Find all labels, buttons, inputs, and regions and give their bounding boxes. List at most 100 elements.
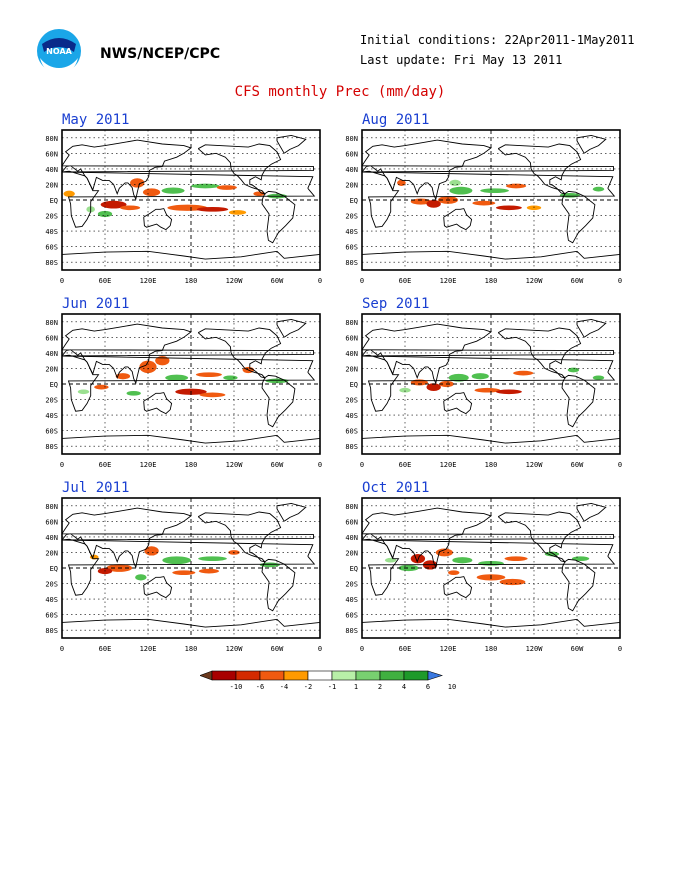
lat-tick-label: 60N [345, 334, 358, 342]
map-may [61, 129, 321, 271]
lon-tick-label: 120W [526, 277, 544, 285]
lat-tick-label: EQ [50, 565, 58, 573]
lat-tick-label: 40N [45, 350, 58, 358]
anomaly-wet [97, 210, 113, 218]
lon-tick-label: 60W [571, 645, 584, 653]
colorbar-box [283, 670, 309, 681]
colorbar-label: -1 [328, 683, 336, 691]
panel-title: May 2011 [62, 112, 130, 128]
anomaly-wet [161, 187, 185, 194]
lat-tick-label: 60N [45, 150, 58, 158]
anomaly-wet [135, 574, 147, 581]
lat-axis: 80N 60N 40N 20N EQ 20S 40S 60S 80S [45, 503, 58, 635]
anomaly-dry [499, 578, 526, 586]
coastline [261, 190, 296, 244]
map-aug [361, 129, 621, 271]
coastline [276, 134, 307, 154]
lon-tick-label: 0 [318, 461, 322, 469]
panel-title: Aug 2011 [362, 112, 430, 128]
lat-tick-label: 20S [345, 397, 358, 405]
anomaly-dry [196, 372, 222, 377]
coastline [61, 507, 314, 569]
anomaly-dry [216, 185, 237, 190]
map-frame [361, 497, 621, 639]
coastline [143, 392, 173, 415]
coastline [261, 374, 296, 428]
anomaly-wet [449, 186, 473, 195]
precip-anomalies [63, 178, 288, 218]
initial-conditions: Initial conditions: 22Apr2011-1May2011 [360, 33, 635, 47]
coastline [497, 327, 582, 379]
coastline [497, 143, 582, 195]
coastline [361, 139, 614, 201]
lat-tick-label: 20S [45, 213, 58, 221]
panel-jun: Jun 2011 80N 60N 40N 20N EQ 20S 40S 60S 80S 0 60E 12… [45, 296, 322, 469]
coastline [443, 208, 473, 231]
lon-tick-label: 180 [185, 461, 198, 469]
anomaly-strong_dry [410, 554, 426, 564]
lon-tick-label: 120W [226, 277, 244, 285]
lon-tick-label: 0 [360, 277, 364, 285]
lat-tick-label: 20S [345, 581, 358, 589]
panel-title: Sep 2011 [362, 296, 430, 312]
anomaly-dry [199, 392, 226, 398]
lat-tick-label: 60N [345, 150, 358, 158]
colorbar-arrow-left [200, 670, 213, 681]
grid [62, 498, 320, 638]
colorbar-label: 4 [402, 683, 406, 691]
lon-tick-label: 0 [60, 645, 64, 653]
organization-name: NWS/NCEP/CPC [100, 46, 221, 62]
map-frame [61, 129, 321, 271]
lat-tick-label: 80S [45, 627, 58, 635]
panel-sep: Sep 2011 80N 60N 40N 20N EQ 20S 40S 60S 80S 0 60E 12… [345, 296, 622, 469]
anomaly-weak_dry [63, 190, 75, 197]
lat-tick-label: 60N [45, 334, 58, 342]
lat-tick-label: 60S [45, 428, 58, 436]
anomaly-dry [139, 360, 157, 374]
anomaly-wet [223, 375, 238, 381]
anomaly-wet [448, 373, 469, 382]
anomaly-weak_wet [77, 389, 90, 395]
lat-tick-label: 60N [345, 518, 358, 526]
panel-oct: Oct 2011 80N 60N 40N 20N EQ 20S 40S 60S 80S 0 60E 12… [345, 480, 622, 653]
coastline [143, 208, 173, 231]
lon-tick-label: 120W [526, 645, 544, 653]
anomaly-strong_dry [496, 205, 522, 211]
lat-tick-label: 60N [45, 518, 58, 526]
anomaly-wet [126, 391, 141, 396]
lat-tick-label: 80N [345, 319, 358, 327]
page-title: CFS monthly Prec (mm/day) [234, 84, 446, 100]
lat-tick-label: 20N [345, 549, 358, 557]
lat-tick-label: 80N [345, 503, 358, 511]
coastline [361, 354, 616, 412]
lon-tick-label: 120E [140, 645, 157, 653]
coastline [361, 538, 616, 596]
lon-tick-label: 0 [318, 277, 322, 285]
anomaly-wet [162, 556, 191, 565]
panel-aug: Aug 2011 80N 60N 40N 20N EQ 20S 40S 60S 80S 0 60E 12… [345, 112, 622, 285]
lon-tick-label: 60E [99, 645, 112, 653]
colorbar-box [331, 670, 357, 681]
anomaly-strong_dry [196, 207, 229, 212]
lat-tick-label: 40N [345, 350, 358, 358]
lat-tick-label: EQ [350, 381, 358, 389]
anomaly-dry [142, 188, 161, 197]
anomaly-wet [165, 374, 189, 381]
lon-tick-label: 0 [60, 461, 64, 469]
lat-axis: 80N 60N 40N 20N EQ 20S 40S 60S 80S [345, 135, 358, 267]
lon-tick-label: 120E [140, 461, 157, 469]
grid [362, 314, 620, 454]
coastline [361, 618, 621, 628]
anomaly-wet [259, 562, 280, 568]
coastline [61, 139, 314, 201]
coastline [197, 327, 282, 379]
lon-tick-label: 0 [618, 277, 622, 285]
colorbar-box [403, 670, 429, 681]
precip-anomalies [384, 548, 590, 586]
lat-tick-label: 80S [345, 443, 358, 451]
lon-tick-label: 60E [99, 277, 112, 285]
colorbar-label: 6 [426, 683, 430, 691]
lon-tick-label: 120E [440, 645, 457, 653]
colorbar-box [379, 670, 405, 681]
lon-tick-label: 60W [271, 277, 284, 285]
